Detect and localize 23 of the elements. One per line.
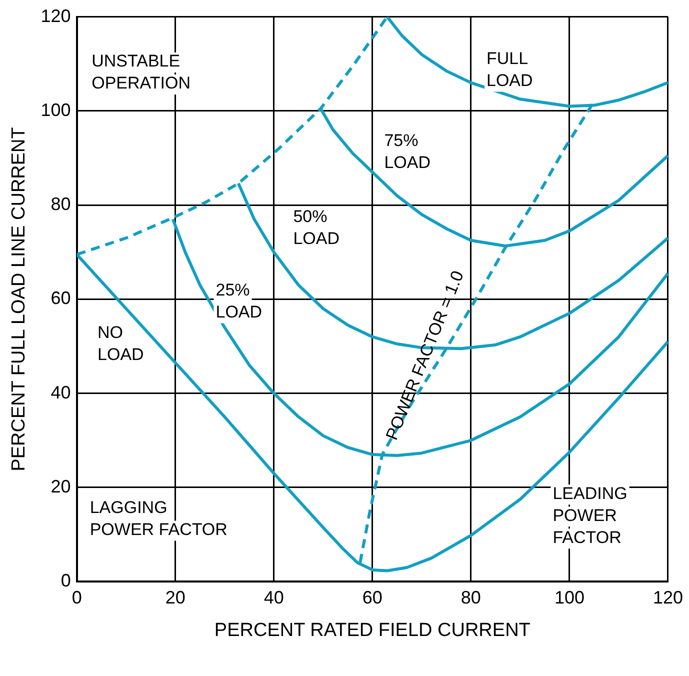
- x-axis-title: PERCENT RATED FIELD CURRENT: [214, 620, 531, 641]
- y-tick-label: 20: [50, 476, 71, 496]
- annotation: UNSTABLE OPERATION: [92, 52, 190, 93]
- x-tick-label: 120: [652, 587, 684, 608]
- annotation: FULL LOAD: [486, 48, 533, 90]
- annotation: NO LOAD: [98, 322, 144, 364]
- y-tick-label: 60: [50, 288, 71, 308]
- x-tick-label: 100: [554, 587, 584, 608]
- y-tick-label: 40: [50, 382, 71, 402]
- x-tick-label: 60: [362, 587, 382, 608]
- x-tick-label: 80: [460, 587, 481, 608]
- y-tick-label: 120: [40, 6, 71, 26]
- y-tick-label: 0: [60, 570, 71, 591]
- y-axis-title: PERCENT FULL LOAD LINE CURRENT: [8, 126, 30, 472]
- x-tick-label: 20: [165, 587, 186, 608]
- annotation: 50% LOAD: [293, 207, 340, 248]
- x-tick-label: 40: [264, 587, 284, 608]
- annotation: 25% LOAD: [216, 280, 262, 322]
- annotation: LAGGING POWER FACTOR: [90, 498, 228, 539]
- annotation: LEADING POWER FACTOR: [552, 484, 628, 547]
- y-tick-label: 100: [40, 100, 71, 120]
- annotation: 75% LOAD: [384, 130, 431, 172]
- y-tick-label: 80: [50, 194, 71, 214]
